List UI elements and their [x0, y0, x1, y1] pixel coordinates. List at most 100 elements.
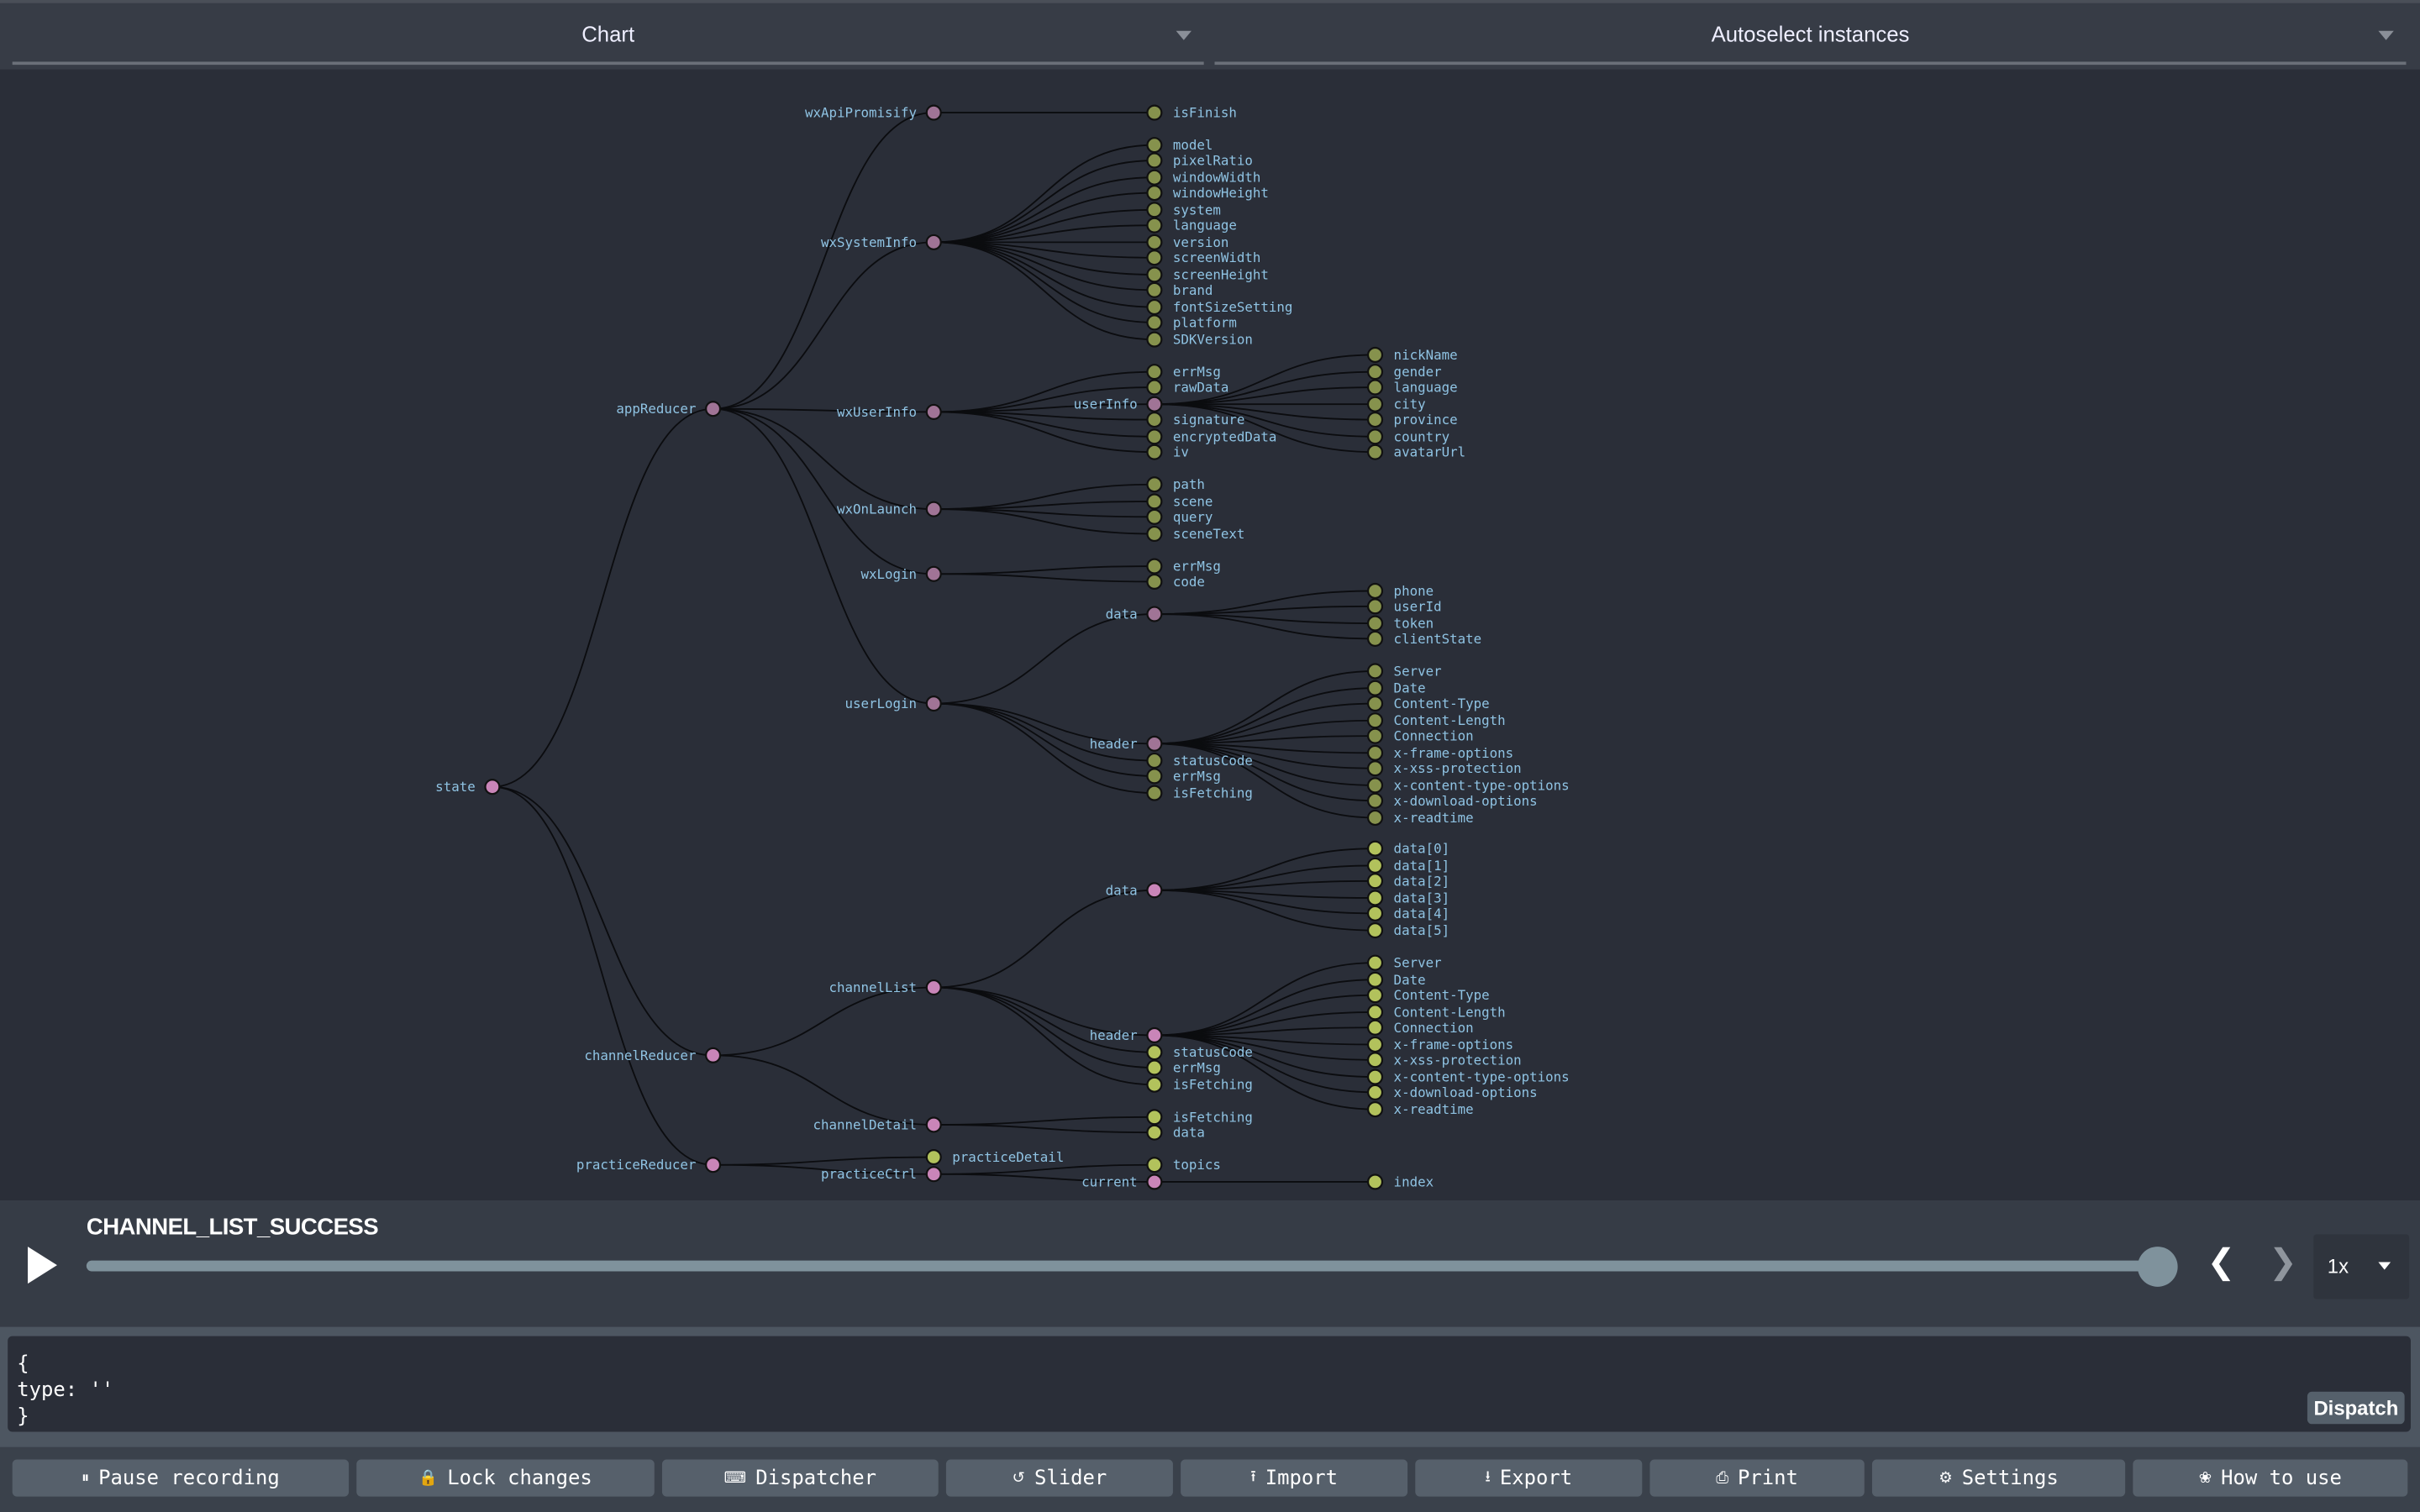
tree-node[interactable]: Content-Type — [1366, 987, 1490, 1004]
leaf-node-circle[interactable] — [1366, 663, 1384, 680]
tree-node[interactable]: index — [1366, 1173, 1434, 1190]
tree-node[interactable]: x-xss-protection — [1366, 760, 1522, 777]
tree-node[interactable]: practiceCtrl — [821, 1166, 942, 1183]
tree-node[interactable]: path — [1146, 476, 1205, 493]
tree-node[interactable]: language — [1146, 217, 1237, 234]
object-node-circle[interactable] — [1146, 1173, 1163, 1190]
print-button[interactable]: ⎙ Print — [1649, 1459, 1865, 1497]
tree-node[interactable]: wxSystemInfo — [821, 234, 942, 250]
tree-node[interactable]: x-frame-options — [1366, 1036, 1513, 1053]
leaf-node-circle[interactable] — [1366, 712, 1384, 729]
lock-changes-button[interactable]: 🔒 Lock changes — [356, 1459, 655, 1497]
leaf-node-circle[interactable] — [1146, 1157, 1163, 1173]
tree-node[interactable]: isFetching — [1146, 785, 1253, 801]
tree-node[interactable]: province — [1366, 412, 1458, 428]
tree-node[interactable]: isFetching — [1146, 1109, 1253, 1126]
tree-node[interactable]: windowWidth — [1146, 169, 1260, 186]
leaf-node-circle[interactable] — [1146, 428, 1163, 445]
leaf-node-circle[interactable] — [1366, 840, 1384, 857]
tree-node[interactable]: query — [1146, 508, 1213, 525]
tree-node[interactable]: statusCode — [1146, 752, 1253, 769]
tree-node[interactable]: Content-Type — [1366, 696, 1490, 712]
tree-node[interactable]: x-readtime — [1366, 1101, 1474, 1118]
leaf-node-circle[interactable] — [1366, 630, 1384, 647]
leaf-node-circle[interactable] — [1146, 476, 1163, 493]
object-node-circle[interactable] — [1146, 1026, 1163, 1044]
next-action-button[interactable]: ❯ — [2269, 1243, 2297, 1282]
leaf-node-circle[interactable] — [1366, 954, 1384, 971]
tree-node[interactable]: errMsg — [1146, 768, 1221, 785]
object-node-circle[interactable] — [1146, 396, 1163, 412]
leaf-node-circle[interactable] — [1146, 752, 1163, 769]
tree-node[interactable]: practiceReducer — [576, 1157, 722, 1173]
leaf-node-circle[interactable] — [1146, 331, 1163, 348]
leaf-node-circle[interactable] — [1366, 890, 1384, 906]
dispatch-button[interactable]: Dispatch — [2307, 1391, 2405, 1425]
tree-node[interactable]: windowHeight — [1146, 185, 1269, 202]
leaf-node-circle[interactable] — [1366, 444, 1384, 460]
leaf-node-circle[interactable] — [1366, 727, 1384, 744]
tree-node[interactable]: isFetching — [1146, 1076, 1253, 1093]
tree-node[interactable]: data[4] — [1366, 905, 1449, 921]
tree-node[interactable]: city — [1366, 396, 1426, 412]
tree-node[interactable]: errMsg — [1146, 1059, 1221, 1076]
leaf-node-circle[interactable] — [1146, 1124, 1163, 1141]
tree-node[interactable]: header — [1090, 735, 1163, 752]
tree-node[interactable]: x-xss-protection — [1366, 1052, 1522, 1068]
leaf-node-circle[interactable] — [1146, 493, 1163, 510]
tree-node[interactable]: rawData — [1146, 379, 1228, 396]
dispatcher-button[interactable]: ⌨ Dispatcher — [661, 1459, 939, 1497]
leaf-node-circle[interactable] — [1146, 1059, 1163, 1076]
leaf-node-circle[interactable] — [1366, 1173, 1384, 1190]
tree-node[interactable]: practiceDetail — [925, 1149, 1065, 1166]
leaf-node-circle[interactable] — [1146, 379, 1163, 396]
leaf-node-circle[interactable] — [1366, 1019, 1384, 1036]
state-tree-chart[interactable]: isFinishwxApiPromisifymodelpixelRatiowin… — [0, 70, 2420, 1200]
leaf-node-circle[interactable] — [1366, 987, 1384, 1004]
leaf-node-circle[interactable] — [1146, 266, 1163, 283]
tree-node[interactable]: gender — [1366, 364, 1442, 381]
tree-node[interactable]: country — [1366, 428, 1449, 445]
leaf-node-circle[interactable] — [1366, 696, 1384, 712]
object-node-circle[interactable] — [925, 565, 942, 582]
tree-node[interactable]: channelReducer — [584, 1047, 722, 1063]
leaf-node-circle[interactable] — [1366, 428, 1384, 445]
play-button[interactable] — [28, 1247, 57, 1284]
leaf-node-circle[interactable] — [1366, 760, 1384, 777]
tree-node[interactable]: fontSizeSetting — [1146, 298, 1292, 316]
tree-node[interactable]: sceneText — [1146, 525, 1244, 543]
tree-node[interactable]: version — [1146, 234, 1228, 250]
leaf-node-circle[interactable] — [1366, 971, 1384, 988]
tree-node[interactable]: nickName — [1366, 346, 1458, 364]
settings-button[interactable]: ⚙ Settings — [1871, 1459, 2126, 1497]
leaf-node-circle[interactable] — [1146, 558, 1163, 575]
tree-node[interactable]: header — [1090, 1026, 1163, 1044]
tree-node[interactable]: Connection — [1366, 1019, 1474, 1036]
leaf-node-circle[interactable] — [1146, 249, 1163, 266]
tree-node[interactable]: topics — [1146, 1157, 1221, 1173]
leaf-node-circle[interactable] — [1146, 785, 1163, 801]
leaf-node-circle[interactable] — [1366, 809, 1384, 827]
leaf-node-circle[interactable] — [1146, 1044, 1163, 1061]
tree-node[interactable]: data — [1146, 1124, 1205, 1141]
leaf-node-circle[interactable] — [1146, 314, 1163, 331]
leaf-node-circle[interactable] — [1366, 857, 1384, 874]
tree-node[interactable]: Date — [1366, 680, 1426, 696]
object-node-circle[interactable] — [705, 401, 722, 417]
tree-node[interactable]: signature — [1146, 412, 1244, 428]
tree-node[interactable]: screenWidth — [1146, 249, 1260, 266]
leaf-node-circle[interactable] — [1366, 582, 1384, 600]
leaf-node-circle[interactable] — [1366, 922, 1384, 939]
export-button[interactable]: ⭳ Export — [1415, 1459, 1643, 1497]
object-node-circle[interactable] — [705, 1157, 722, 1173]
leaf-node-circle[interactable] — [1366, 379, 1384, 396]
leaf-node-circle[interactable] — [1146, 234, 1163, 250]
tree-node[interactable]: data[5] — [1366, 922, 1449, 939]
leaf-node-circle[interactable] — [1366, 1101, 1384, 1118]
monitor-select[interactable]: Chart — [12, 3, 1204, 66]
leaf-node-circle[interactable] — [1366, 905, 1384, 921]
how-to-use-button[interactable]: ❀ How to use — [2133, 1459, 2408, 1497]
tree-node[interactable]: Server — [1366, 954, 1442, 971]
object-node-circle[interactable] — [925, 501, 942, 517]
tree-node[interactable]: encryptedData — [1146, 428, 1276, 445]
